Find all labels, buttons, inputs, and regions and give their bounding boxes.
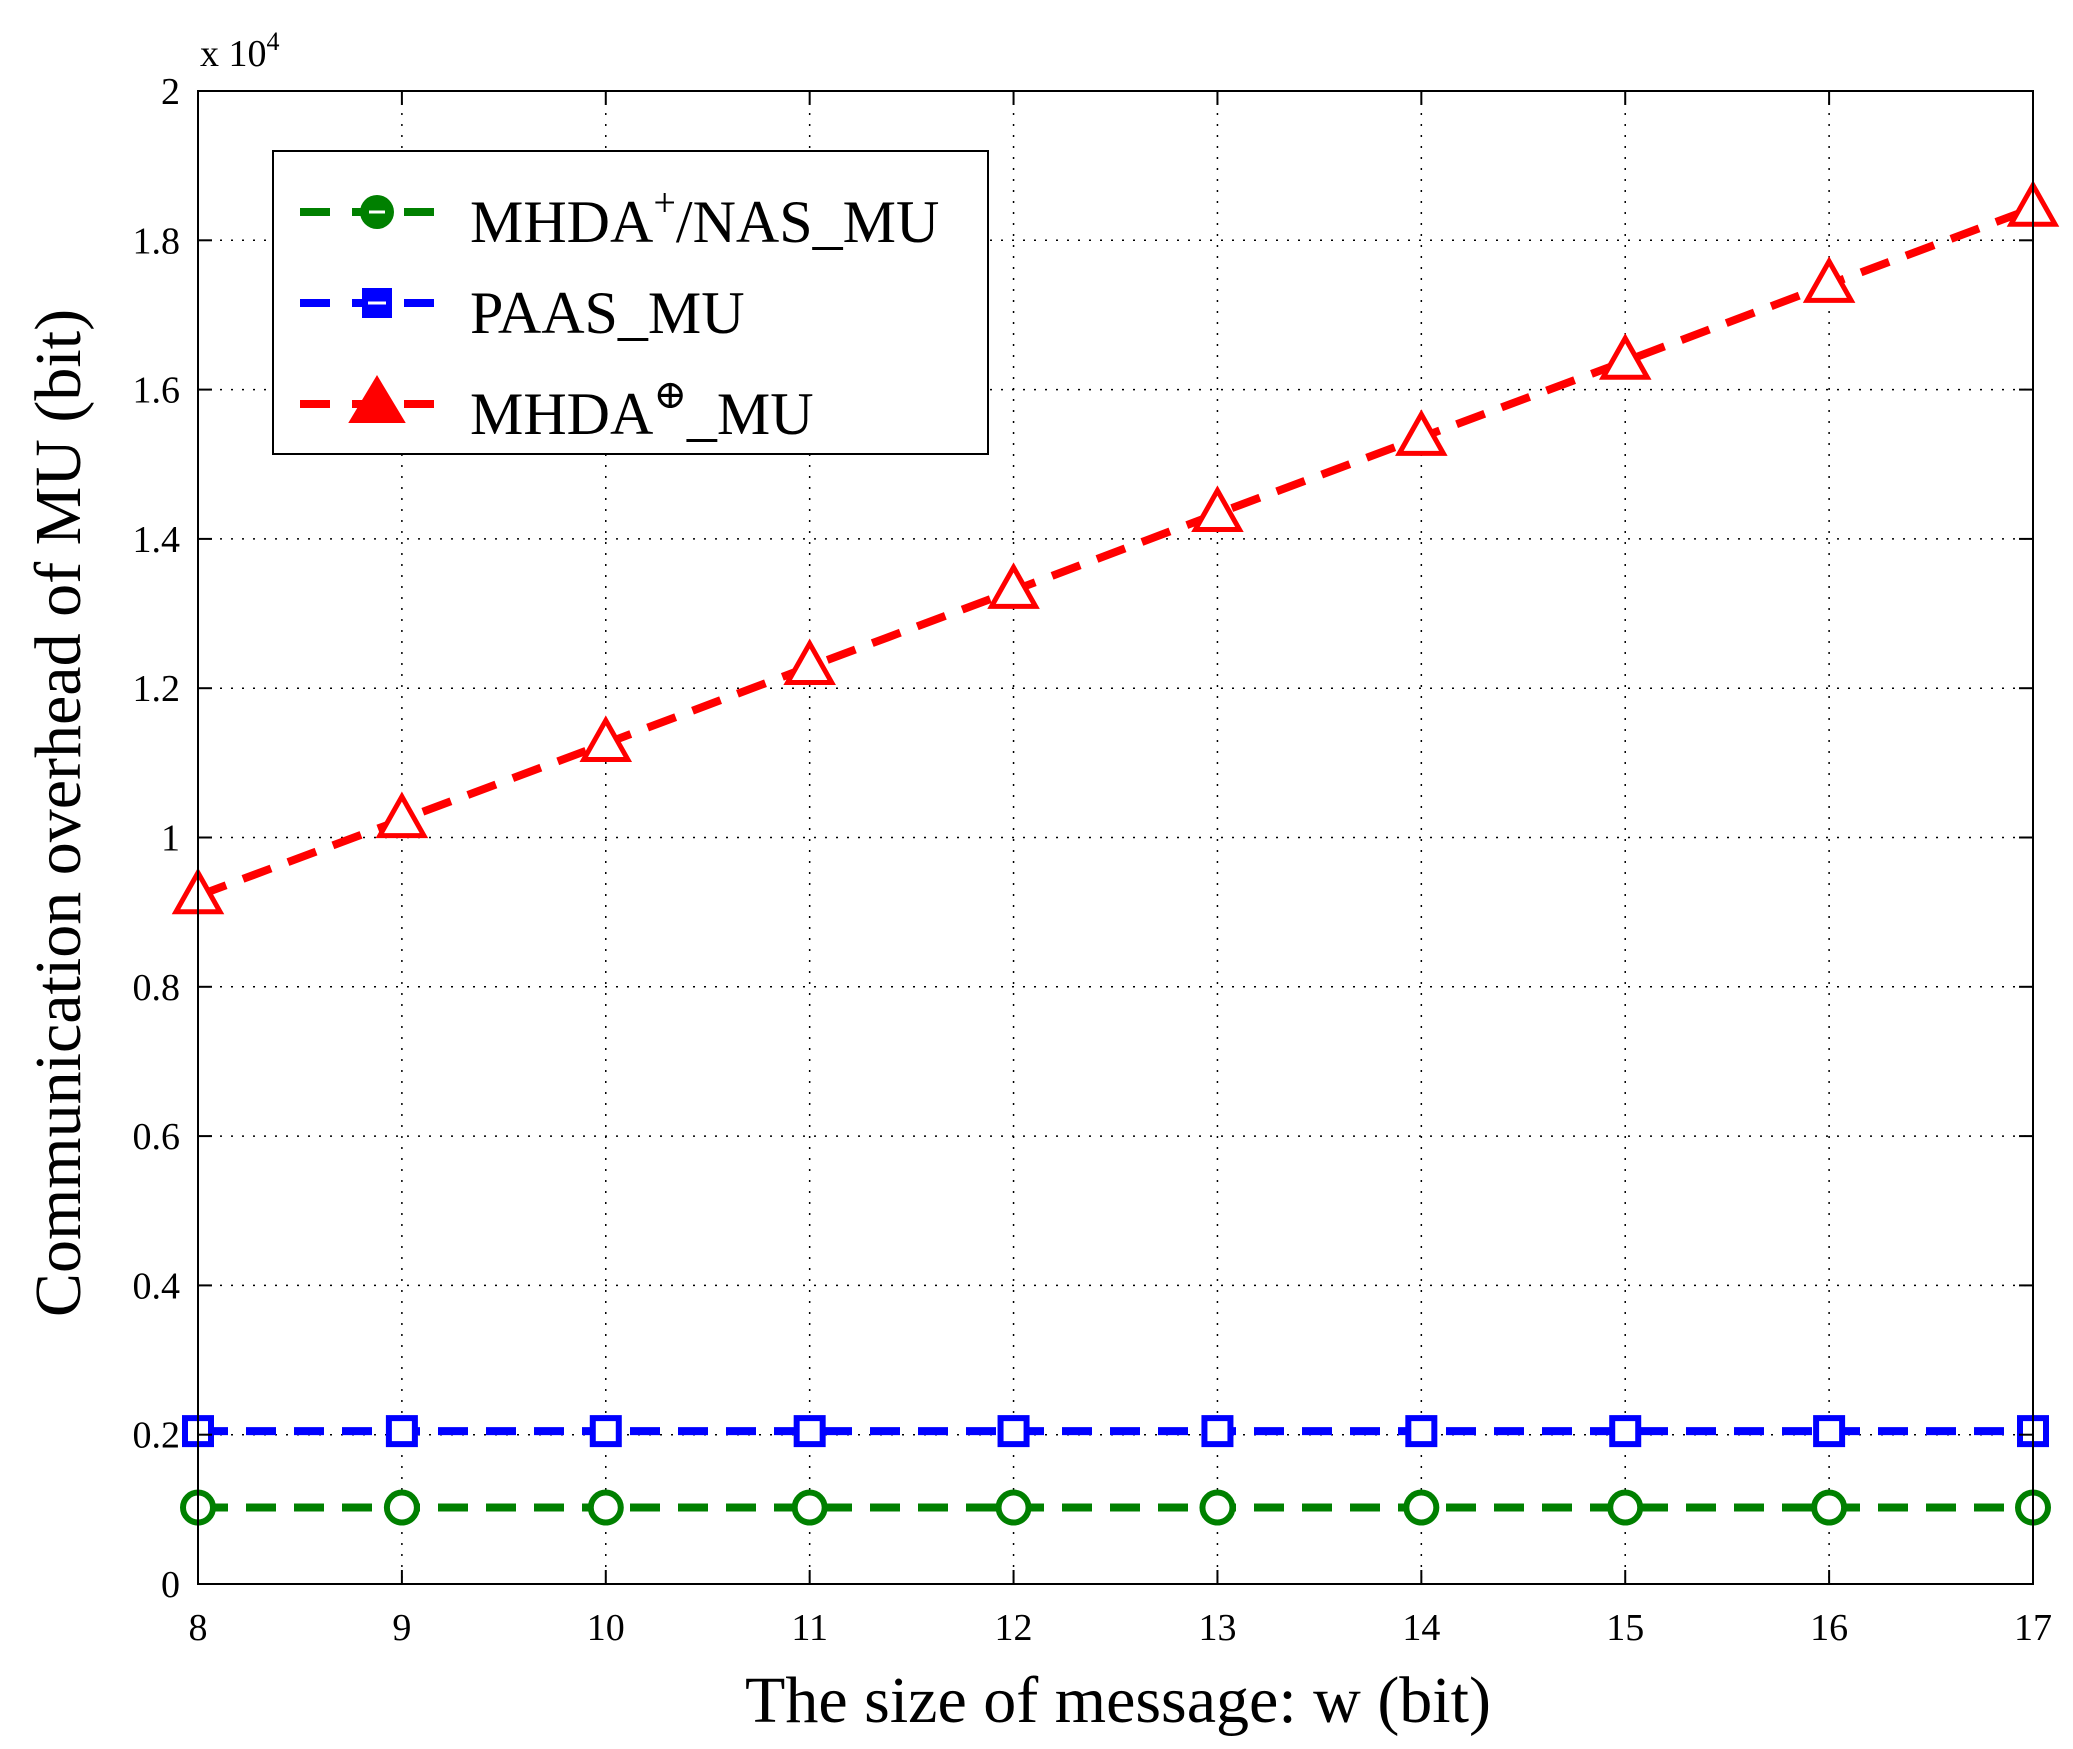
- data-point: [793, 1415, 826, 1448]
- legend-label-sup: +: [653, 180, 676, 225]
- y-axis-title: Communication overhead of MU (bit): [22, 309, 95, 1317]
- legend-entry: MHDA⊕_MU: [300, 372, 814, 447]
- legend-marker: [348, 375, 406, 423]
- x-tick-label: 10: [587, 1607, 625, 1649]
- legend-label-base: MHDA: [470, 381, 653, 447]
- y-tick-label: 1.4: [133, 519, 181, 561]
- x-tick-label: 11: [791, 1607, 828, 1649]
- data-point: [1405, 1415, 1438, 1448]
- y-tick-label: 1.6: [133, 370, 181, 412]
- data-point: [383, 1489, 420, 1526]
- data-point: [1802, 256, 1856, 303]
- data-point: [1811, 1489, 1848, 1526]
- series-layer: [171, 180, 2060, 1526]
- y-tick-label: 2: [161, 71, 180, 113]
- y-tick-label: 1.2: [133, 668, 181, 710]
- legend-entry: MHDA+/NAS_MU: [300, 180, 939, 255]
- legend-label-rest: _MU: [686, 381, 814, 447]
- y-tick-label: 0.8: [133, 967, 181, 1009]
- x-tick-label: 17: [2014, 1607, 2052, 1649]
- axis-ticks: [197, 90, 2034, 1585]
- data-point: [997, 1415, 1030, 1448]
- x-tick-label: 14: [1402, 1607, 1440, 1649]
- legend-label-base: PAAS_MU: [470, 280, 745, 346]
- x-axis-title: The size of message: w (bit): [745, 1664, 1491, 1737]
- legend-label: MHDA⊕_MU: [470, 372, 814, 447]
- y-tick-label: 0: [161, 1564, 180, 1606]
- data-point: [1395, 409, 1448, 456]
- y-tick-label: 0.6: [133, 1116, 181, 1158]
- data-point: [375, 791, 429, 839]
- series-square: [182, 1415, 2049, 1448]
- data-point: [385, 1415, 418, 1448]
- data-point: [1191, 485, 1244, 533]
- data-point: [589, 1415, 622, 1448]
- x-tick-label: 16: [1810, 1607, 1848, 1649]
- y-multiplier-exponent: 4: [267, 27, 280, 56]
- data-point: [1403, 1489, 1440, 1526]
- legend-entry: PAAS_MU: [300, 280, 745, 346]
- data-point: [1609, 1415, 1642, 1448]
- grid: [198, 91, 2033, 1584]
- y-tick-label: 1.8: [133, 220, 181, 262]
- y-tick-labels: 0 0.2 0.4 0.6 0.8 1 1.2 1.4 1.6 1.8 2: [133, 71, 181, 1606]
- data-point: [1598, 333, 1652, 380]
- data-point: [1607, 1489, 1644, 1526]
- series-line: [196, 204, 2035, 900]
- data-point: [791, 1489, 828, 1526]
- y-multiplier-prefix: x 10: [200, 33, 267, 75]
- legend-label-rest: /NAS_MU: [676, 189, 939, 255]
- x-tick-label: 12: [995, 1607, 1033, 1649]
- x-tick-label: 13: [1198, 1607, 1236, 1649]
- data-point: [1813, 1415, 1846, 1448]
- x-tick-label: 8: [189, 1607, 208, 1649]
- data-point: [783, 638, 836, 686]
- data-point: [987, 562, 1040, 609]
- data-point: [1199, 1489, 1236, 1526]
- y-multiplier-label: x 104: [200, 27, 280, 75]
- data-point: [995, 1489, 1032, 1526]
- x-tick-label: 9: [392, 1607, 411, 1649]
- y-tick-label: 0.2: [133, 1415, 181, 1457]
- y-tick-label: 0.4: [133, 1265, 181, 1307]
- data-point: [587, 1489, 624, 1526]
- legend-label: PAAS_MU: [470, 280, 745, 346]
- legend-label-sup: ⊕: [653, 372, 687, 417]
- data-point: [579, 715, 633, 762]
- x-tick-labels: 8 9 10 11 12 13 14 15 16 17: [189, 1607, 2053, 1649]
- legend-label-base: MHDA: [470, 189, 653, 255]
- legend-label: MHDA+/NAS_MU: [470, 180, 939, 255]
- data-point: [1201, 1415, 1234, 1448]
- x-tick-label: 15: [1606, 1607, 1644, 1649]
- y-tick-label: 1: [161, 818, 180, 860]
